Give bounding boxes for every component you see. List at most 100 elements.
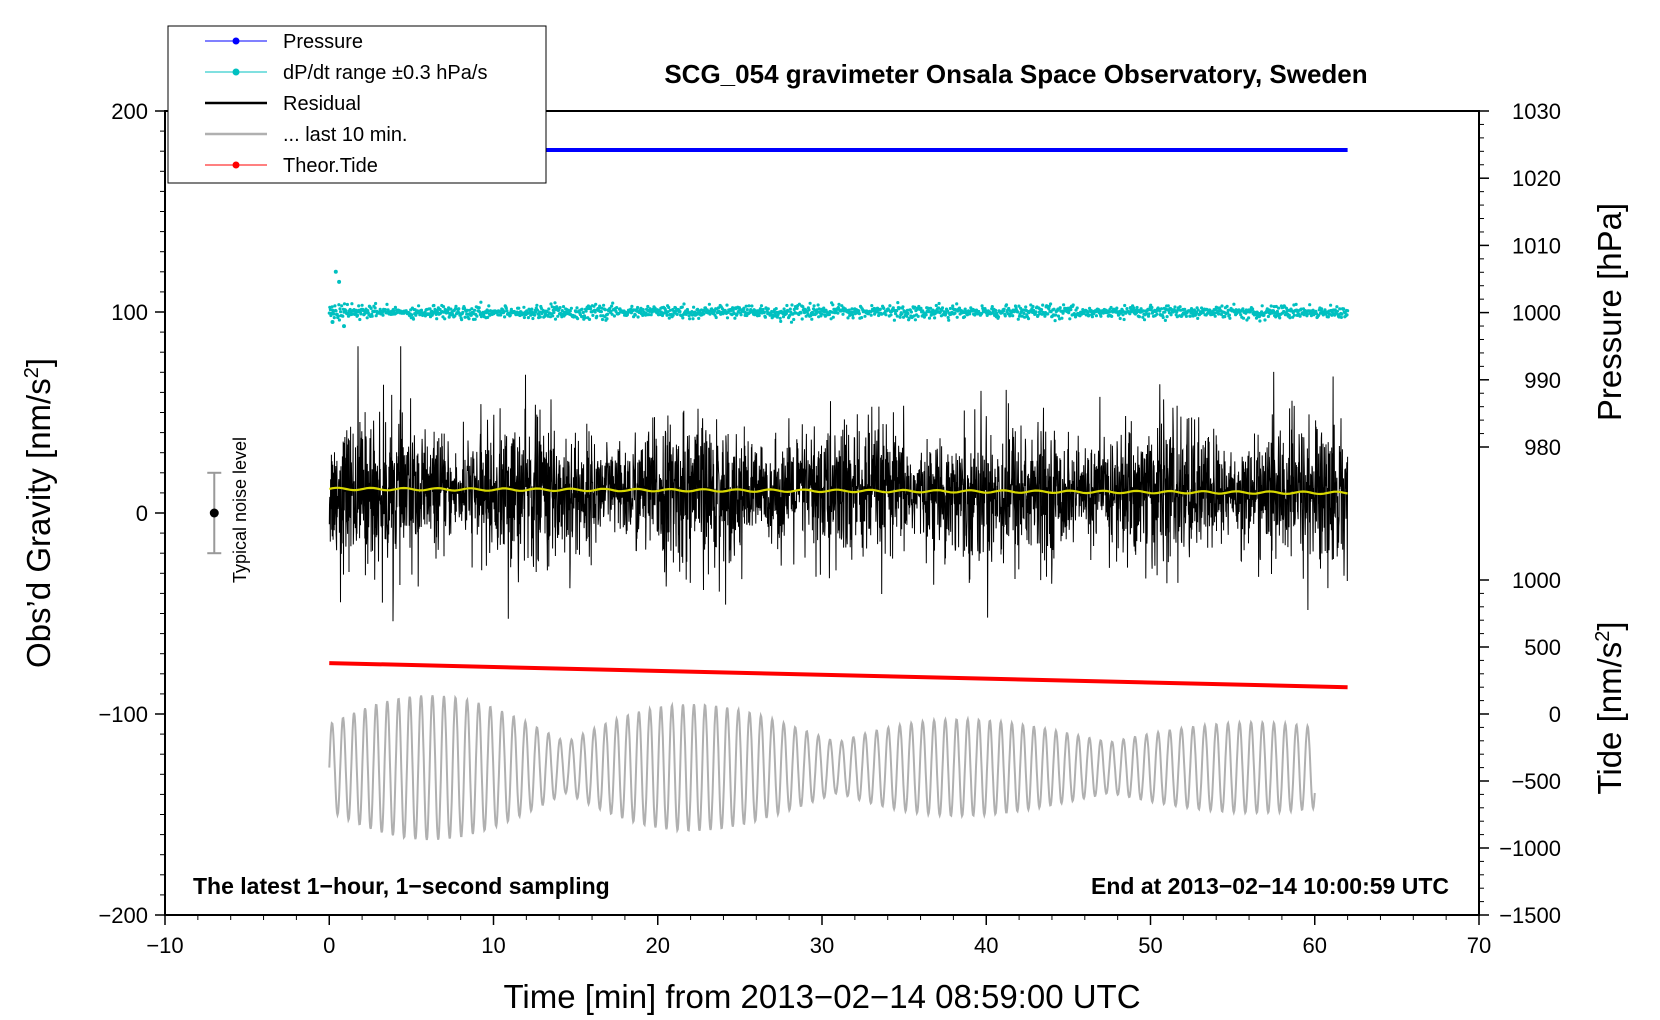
dpdt-point [385, 302, 389, 306]
dpdt-point [1034, 310, 1038, 314]
dpdt-point [1039, 308, 1044, 312]
dpdt-point [716, 306, 721, 310]
dpdt-point [556, 314, 560, 318]
dpdt-point [1017, 304, 1021, 308]
dpdt-point [829, 317, 833, 321]
dpdt-point [1036, 313, 1040, 317]
dpdt-point [553, 317, 558, 321]
dpdt-point [451, 312, 455, 316]
dpdt-point [745, 308, 749, 312]
sampling-annotation: The latest 1−hour, 1−second sampling [193, 873, 610, 899]
dpdt-point [468, 308, 472, 312]
dpdt-point [725, 303, 729, 307]
dpdt-point [1049, 302, 1053, 306]
legend-label: ... last 10 min. [283, 124, 408, 146]
dpdt-point [1069, 308, 1073, 312]
y-left-tick-label: 0 [136, 501, 148, 526]
dpdt-point [350, 302, 354, 306]
x-tick-label: 60 [1303, 933, 1327, 958]
dpdt-point [725, 316, 730, 320]
x-tick-label: −10 [146, 933, 183, 958]
theoretical-tide-line [329, 661, 1348, 690]
dpdt-point [905, 314, 909, 318]
dpdt-point [774, 307, 778, 311]
dpdt-point [869, 313, 873, 317]
dpdt-point [435, 317, 439, 321]
dpdt-point [1340, 312, 1344, 316]
dpdt-point [1002, 307, 1006, 311]
dpdt-point [822, 306, 826, 310]
dpdt-point [1090, 315, 1094, 319]
dpdt-point [449, 307, 453, 311]
dpdt-point [1163, 310, 1167, 314]
dpdt-point [1056, 314, 1061, 318]
dpdt-point [1173, 305, 1177, 309]
dpdt-point [428, 307, 432, 311]
dpdt-point [1220, 304, 1224, 308]
dpdt-point [1125, 307, 1129, 311]
dpdt-point [927, 316, 932, 320]
dpdt-point [522, 315, 527, 320]
dpdt-point [465, 308, 469, 312]
tide-tick-label: 1000 [1512, 568, 1561, 593]
dpdt-point [410, 313, 414, 317]
dpdt-point [609, 309, 613, 314]
dpdt-point [1288, 316, 1292, 320]
dpdt-point [807, 308, 811, 312]
dpdt-point [1019, 306, 1023, 310]
dpdt-point [666, 310, 670, 314]
dpdt-point [1251, 307, 1255, 311]
dpdt-point [816, 303, 820, 307]
pressure-tick-label: 990 [1524, 368, 1561, 393]
dpdt-point [605, 317, 609, 321]
dpdt-point [575, 306, 579, 310]
dpdt-outlier [330, 320, 335, 324]
dpdt-point [1135, 305, 1139, 310]
dpdt-point [530, 307, 534, 311]
dpdt-point [667, 316, 671, 320]
dpdt-point [1161, 315, 1165, 320]
dpdt-point [815, 310, 820, 314]
dpdt-point [671, 313, 675, 317]
dpdt-point [788, 307, 792, 311]
dpdt-point [1178, 305, 1182, 309]
dpdt-point [1052, 307, 1056, 311]
residual-smoothed-line [329, 486, 1348, 496]
dpdt-point [951, 304, 955, 308]
dpdt-point [840, 304, 844, 308]
dpdt-point [463, 315, 467, 319]
dpdt-point [594, 302, 598, 306]
dpdt-point [1219, 312, 1223, 316]
dpdt-point [747, 304, 751, 308]
dpdt-point [691, 317, 695, 321]
dpdt-point [479, 315, 483, 319]
dpdt-point [330, 305, 334, 309]
dpdt-point [980, 311, 984, 316]
dpdt-point [1121, 313, 1125, 317]
dpdt-point [337, 318, 341, 322]
dpdt-point [673, 306, 678, 310]
dpdt-point [1023, 315, 1027, 319]
dpdt-point [1166, 304, 1170, 308]
dpdt-point [860, 316, 864, 320]
dpdt-point [937, 301, 941, 306]
dpdt-point [1169, 313, 1173, 317]
dpdt-point [1175, 310, 1179, 314]
dpdt-point [1132, 306, 1136, 310]
dpdt-point [599, 314, 603, 318]
dpdt-point [615, 306, 619, 310]
dpdt-point [919, 306, 923, 310]
dpdt-point [611, 301, 615, 305]
dpdt-point [702, 312, 706, 316]
dpdt-point [1225, 304, 1229, 308]
dpdt-point [538, 310, 542, 314]
dpdt-outlier [337, 279, 342, 284]
dpdt-point [759, 304, 764, 308]
dpdt-point [1099, 314, 1103, 318]
dpdt-point [1239, 313, 1243, 317]
dpdt-point [1024, 305, 1028, 309]
dpdt-point [633, 313, 637, 317]
dpdt-point [1194, 310, 1199, 314]
dpdt-point [1346, 309, 1350, 313]
